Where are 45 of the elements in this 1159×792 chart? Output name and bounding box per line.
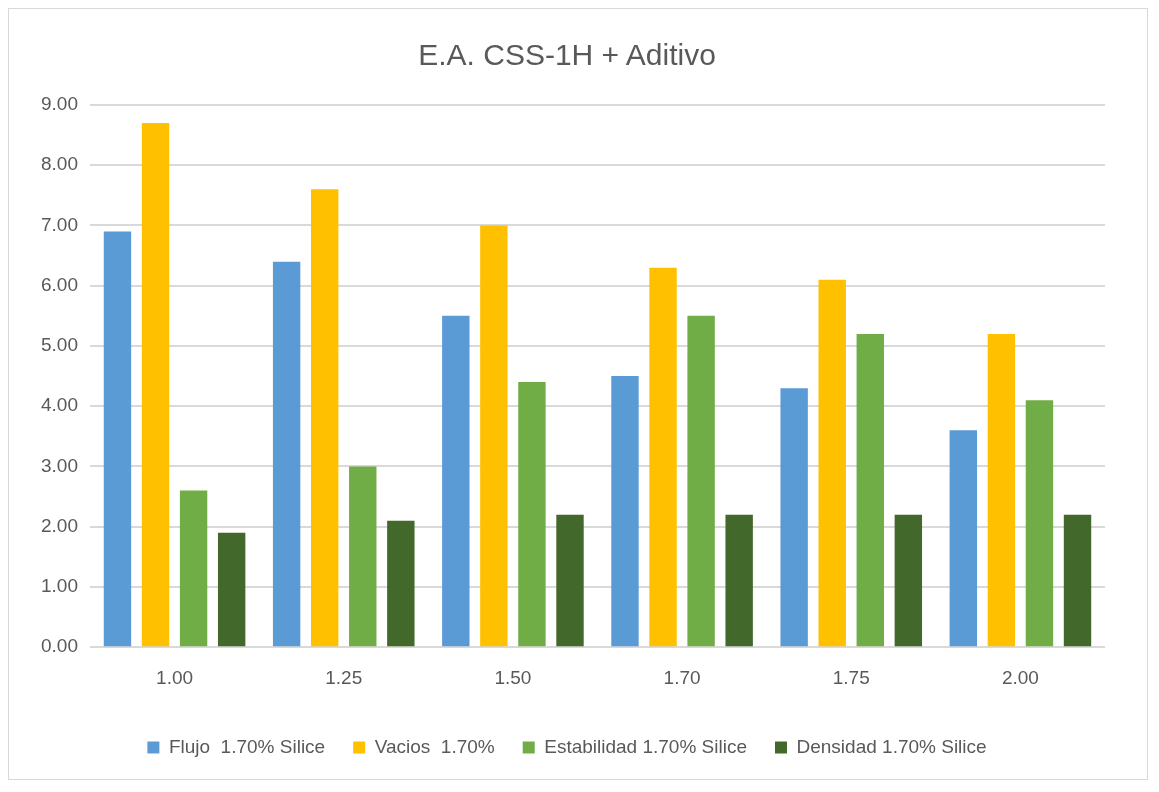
bar xyxy=(856,333,884,647)
x-tick-label: 1.75 xyxy=(832,666,870,688)
y-tick-label: 4.00 xyxy=(41,394,78,416)
bar xyxy=(1063,514,1092,647)
bar xyxy=(103,231,132,647)
legend-label: Flujo 1.70% Silice xyxy=(168,735,326,757)
bar xyxy=(687,315,715,647)
legend-label: Densidad 1.70% Silice xyxy=(796,735,987,757)
bar xyxy=(518,382,546,647)
x-tick-label: 2.00 xyxy=(1001,666,1039,688)
bar xyxy=(725,514,753,647)
bar xyxy=(349,466,377,647)
bar xyxy=(179,490,208,647)
x-tick-label: 1.50 xyxy=(494,666,532,688)
bar xyxy=(311,189,339,647)
bar xyxy=(780,388,808,647)
x-tick-label: 1.25 xyxy=(325,666,363,688)
y-tick-label: 2.00 xyxy=(41,514,78,536)
bar xyxy=(949,430,978,647)
y-tick-label: 7.00 xyxy=(41,213,78,235)
y-tick-label: 8.00 xyxy=(41,153,78,175)
bar xyxy=(272,261,301,647)
bar xyxy=(480,225,508,647)
y-tick-label: 9.00 xyxy=(41,93,78,115)
y-tick-label: 3.00 xyxy=(41,454,78,476)
legend-label: Estabilidad 1.70% Silice xyxy=(544,735,748,757)
x-tick-label: 1.00 xyxy=(156,666,194,688)
bar xyxy=(1025,400,1054,647)
bar xyxy=(649,267,677,647)
x-tick-label: 1.70 xyxy=(663,666,701,688)
bar xyxy=(556,514,584,647)
legend-label: Vacios 1.70% xyxy=(374,735,495,757)
y-tick-label: 6.00 xyxy=(41,273,78,295)
bar xyxy=(611,376,639,647)
bar xyxy=(894,514,923,647)
chart-title: E.A. CSS-1H + Aditivo xyxy=(418,38,716,72)
y-tick-label: 1.00 xyxy=(41,575,78,597)
y-tick-label: 5.00 xyxy=(41,334,78,356)
bar xyxy=(387,520,415,647)
bar xyxy=(818,279,846,647)
bar xyxy=(987,333,1016,647)
y-tick-label: 0.00 xyxy=(41,635,78,657)
bar xyxy=(442,315,470,647)
bar xyxy=(141,123,170,647)
bar xyxy=(217,532,246,647)
